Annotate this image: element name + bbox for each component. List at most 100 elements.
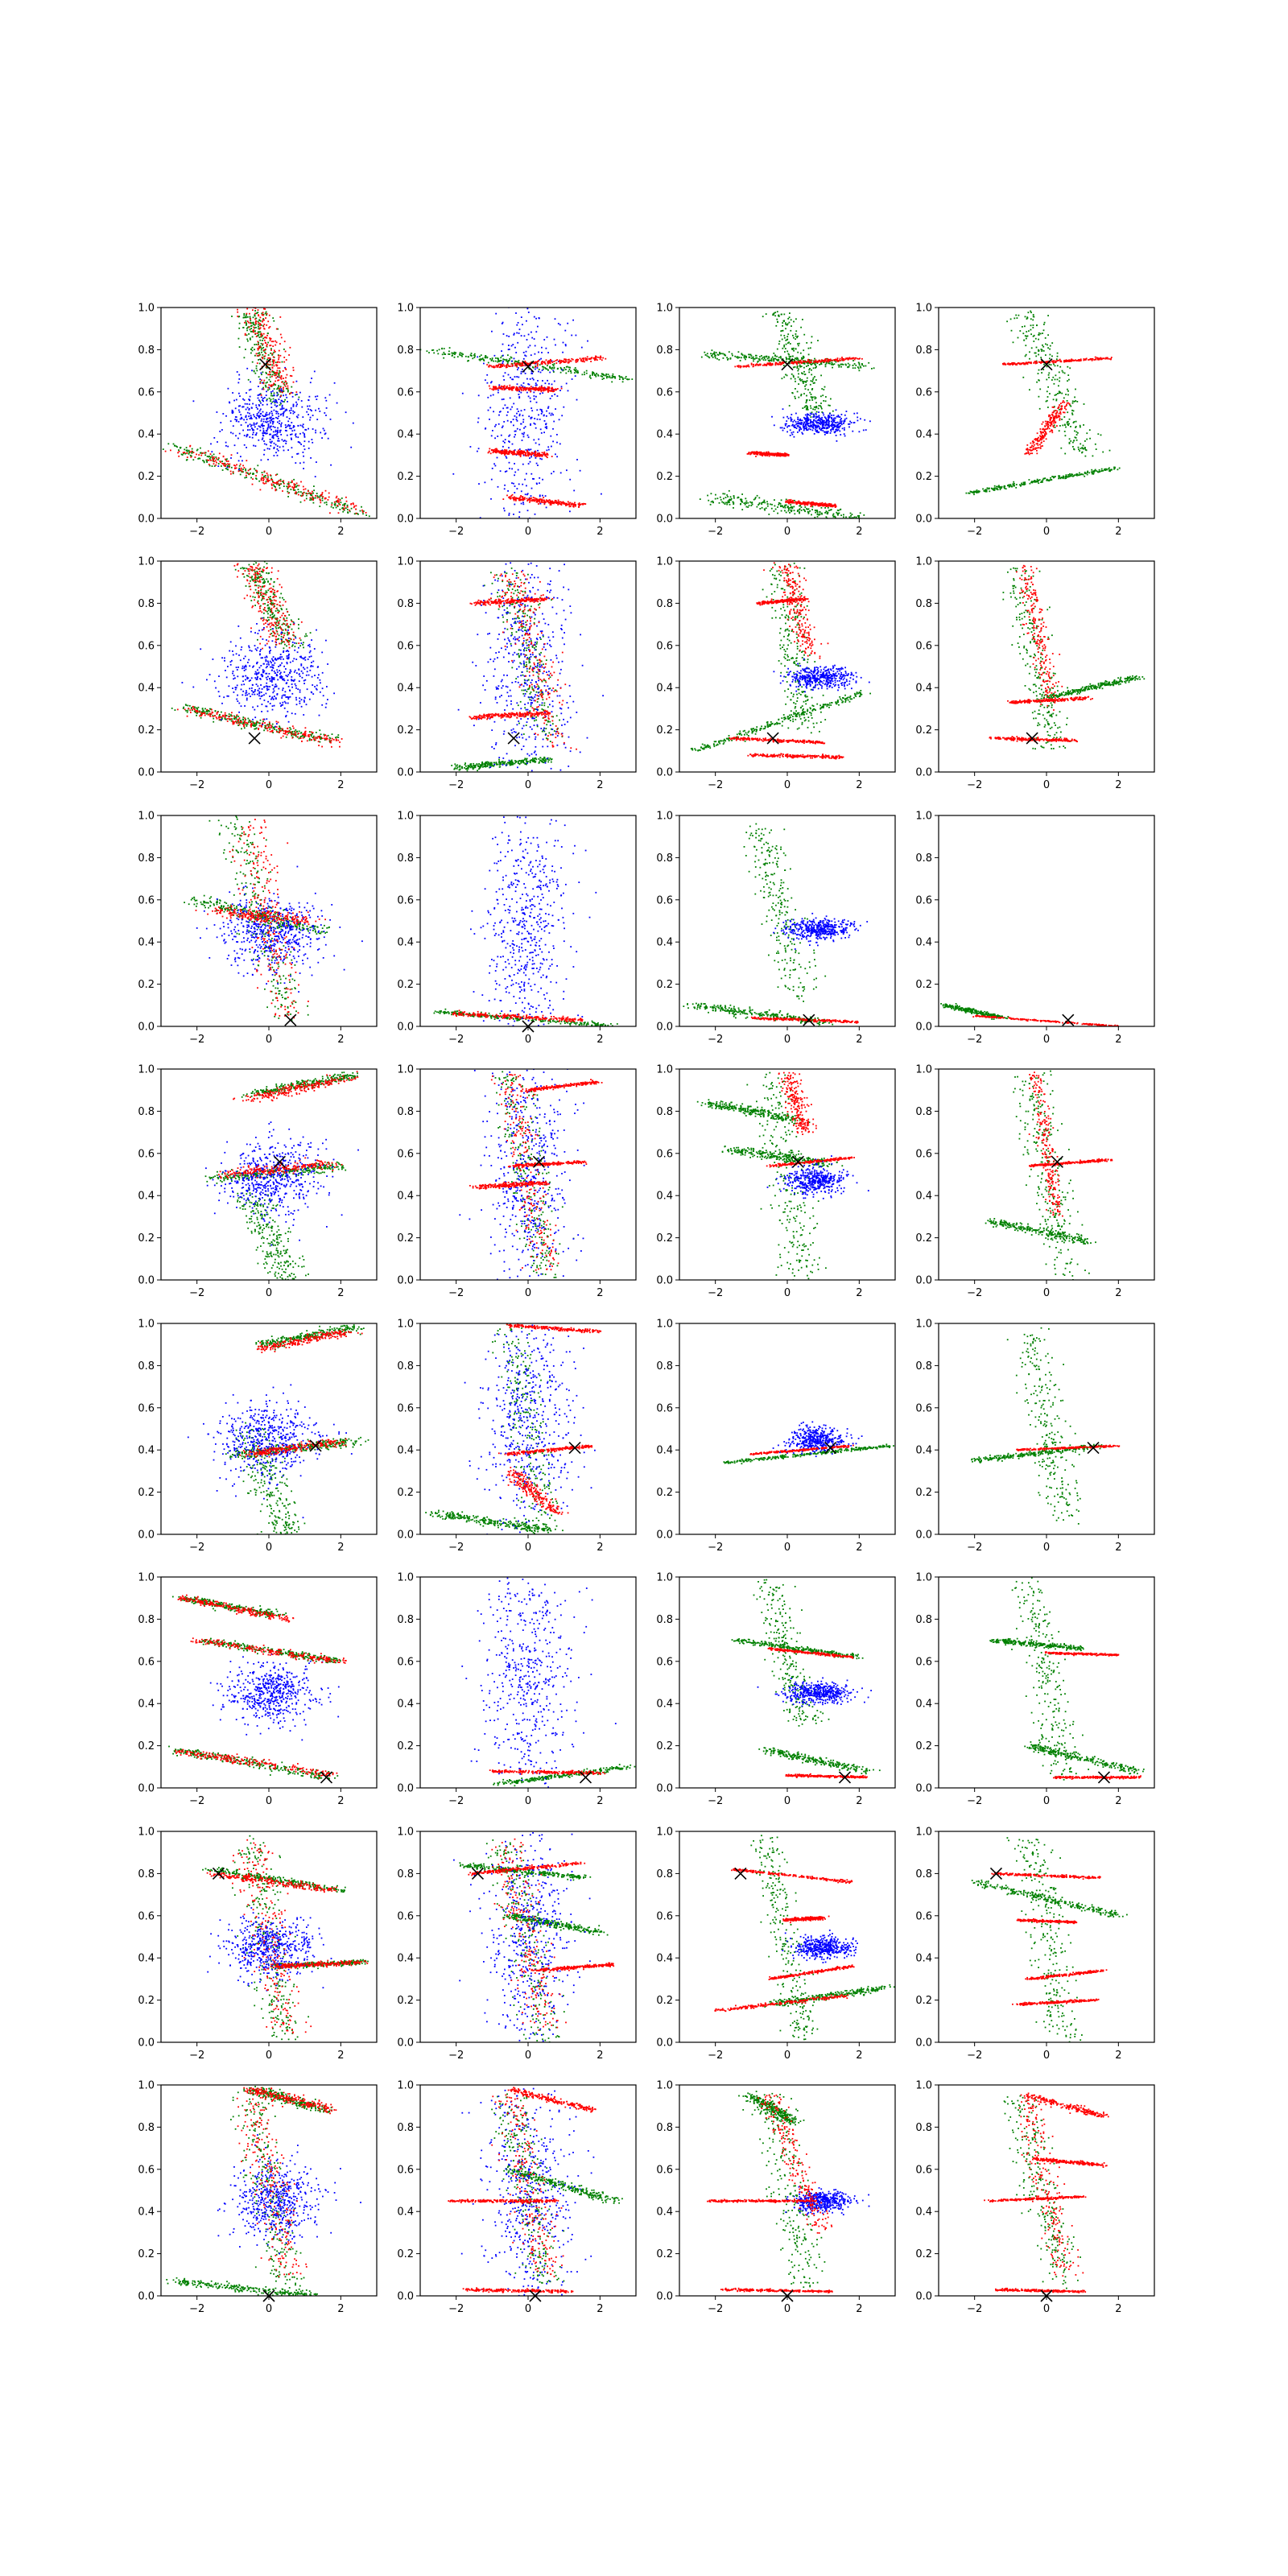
point: [520, 373, 522, 374]
point: [535, 453, 538, 456]
point: [509, 441, 510, 443]
point: [260, 424, 262, 427]
point: [825, 431, 827, 433]
point: [311, 493, 312, 494]
point: [202, 460, 204, 461]
point: [719, 353, 721, 355]
point: [275, 412, 278, 415]
point: [279, 376, 281, 378]
point: [234, 416, 237, 418]
point: [292, 405, 295, 407]
point: [270, 419, 273, 420]
point: [257, 344, 259, 346]
point: [264, 475, 266, 477]
point: [599, 358, 601, 360]
point: [577, 503, 580, 506]
point: [506, 407, 509, 409]
point: [515, 361, 518, 362]
point: [801, 419, 803, 422]
point: [275, 406, 278, 407]
point: [262, 415, 265, 418]
point: [774, 453, 776, 455]
point: [605, 357, 607, 360]
point: [283, 357, 286, 358]
point: [832, 427, 835, 429]
point: [581, 374, 584, 376]
point: [300, 481, 302, 483]
point: [198, 457, 200, 460]
point: [813, 360, 815, 362]
point: [270, 425, 272, 427]
point: [621, 381, 624, 383]
point: [849, 517, 851, 518]
point: [825, 432, 828, 434]
point: [813, 361, 815, 364]
point: [254, 372, 257, 374]
point: [525, 361, 526, 364]
point: [304, 488, 307, 490]
point: [838, 512, 840, 514]
point: [255, 416, 257, 419]
point: [548, 361, 550, 364]
point: [489, 448, 491, 450]
point: [541, 455, 543, 457]
point: [183, 452, 184, 455]
point: [495, 312, 497, 315]
point: [799, 419, 801, 421]
point: [522, 421, 524, 423]
point: [837, 427, 840, 429]
point: [787, 507, 790, 510]
point: [535, 361, 537, 364]
point: [263, 355, 266, 357]
point: [529, 499, 530, 501]
point: [471, 354, 473, 357]
point: [521, 364, 523, 366]
point: [784, 510, 786, 512]
point: [191, 450, 192, 452]
point: [266, 403, 268, 406]
point: [783, 376, 786, 378]
point: [736, 356, 737, 358]
point: [793, 427, 795, 428]
point: [774, 312, 777, 314]
point: [308, 448, 310, 449]
point: [499, 451, 501, 452]
point: [246, 407, 249, 409]
point: [721, 501, 723, 503]
point: [254, 426, 256, 428]
point: [527, 463, 530, 464]
point: [242, 429, 244, 431]
point: [815, 367, 816, 369]
point: [820, 427, 823, 430]
point: [858, 362, 861, 365]
point: [297, 489, 299, 490]
point: [522, 363, 523, 365]
x-marker: [522, 360, 535, 373]
point: [267, 357, 270, 359]
point: [259, 324, 261, 327]
point: [766, 355, 768, 357]
point: [271, 374, 274, 376]
point: [572, 319, 574, 321]
point: [747, 365, 749, 367]
point: [832, 359, 834, 361]
point: [498, 366, 501, 369]
point: [247, 429, 249, 431]
point: [335, 497, 337, 499]
point: [584, 503, 586, 505]
point: [533, 316, 535, 318]
point: [261, 314, 263, 316]
point: [270, 433, 271, 436]
point: [785, 423, 787, 425]
point: [477, 394, 480, 397]
point: [316, 395, 319, 398]
point: [554, 499, 556, 502]
point: [799, 429, 801, 431]
point: [828, 360, 830, 362]
point: [547, 389, 549, 391]
point: [189, 451, 191, 453]
point: [857, 367, 860, 369]
point: [219, 460, 221, 462]
point: [328, 492, 330, 494]
point: [478, 483, 480, 485]
